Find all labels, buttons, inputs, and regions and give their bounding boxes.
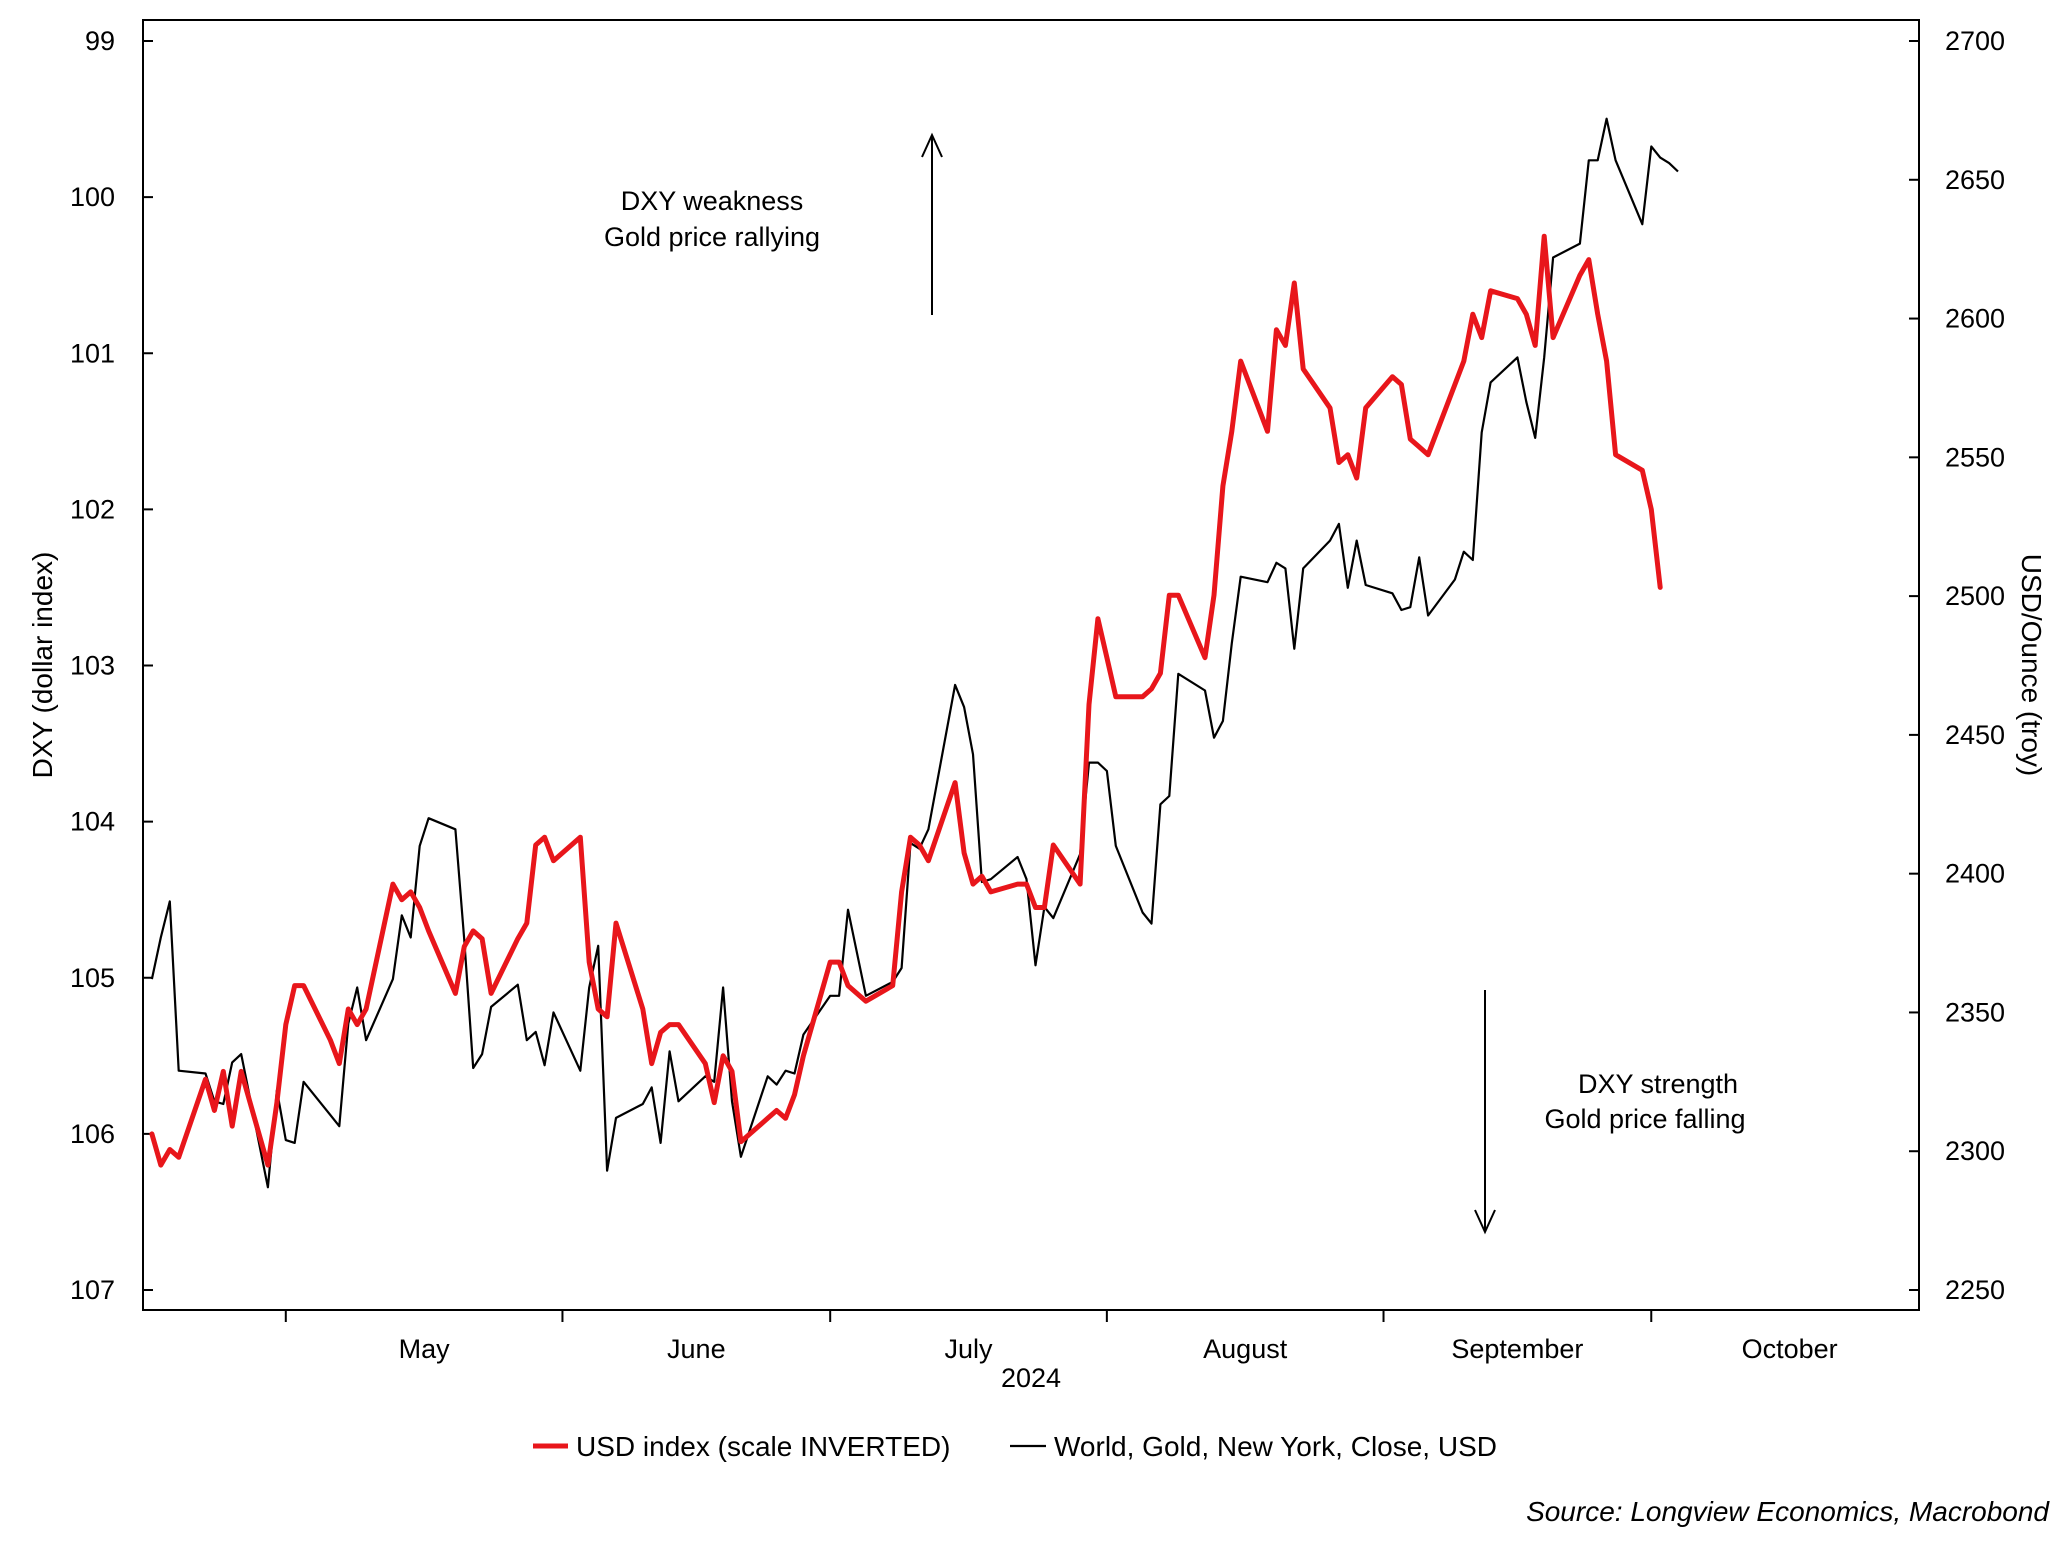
right-axis-title: USD/Ounce (troy): [2016, 554, 2047, 777]
legend-label-gold: World, Gold, New York, Close, USD: [1054, 1431, 1497, 1462]
left-tick-label: 103: [70, 651, 115, 681]
annotation-dxy-strength-line1: DXY strength: [1578, 1069, 1738, 1099]
x-month-label: September: [1451, 1334, 1583, 1364]
x-month-label: June: [667, 1334, 726, 1364]
left-tick-label: 105: [70, 963, 115, 993]
x-month-label: May: [399, 1334, 451, 1364]
x-month-label: July: [945, 1334, 994, 1364]
left-tick-label: 101: [70, 338, 115, 368]
legend-label-usd-index: USD index (scale INVERTED): [576, 1431, 950, 1462]
x-month-label: October: [1742, 1334, 1838, 1364]
left-axis-ticks: 99 100 101 102 103 104 105 106 107: [70, 26, 153, 1305]
annotation-dxy-weakness-line1: DXY weakness: [621, 186, 804, 216]
right-tick-label: 2600: [1945, 304, 2005, 334]
right-tick-label: 2500: [1945, 581, 2005, 611]
right-tick-label: 2450: [1945, 720, 2005, 750]
left-tick-label: 100: [70, 182, 115, 212]
x-axis-ticks: May June July August September October: [284, 1310, 1838, 1364]
right-tick-label: 2650: [1945, 165, 2005, 195]
right-tick-label: 2250: [1945, 1275, 2005, 1305]
x-month-label: August: [1203, 1334, 1288, 1364]
right-axis-ticks: 2250 2300 2350 2400 2450 2500 2550 2600 2650 2700: [1909, 26, 2005, 1305]
right-tick-label: 2350: [1945, 997, 2005, 1027]
arrow-down-head-icon: [1474, 1209, 1496, 1235]
annotation-dxy-strength-line2: Gold price falling: [1544, 1104, 1745, 1134]
x-axis-year-label: 2024: [1001, 1363, 1061, 1393]
right-tick-label: 2550: [1945, 442, 2005, 472]
left-tick-label: 102: [70, 494, 115, 524]
right-tick-label: 2300: [1945, 1136, 2005, 1166]
left-tick-label: 104: [70, 807, 115, 837]
annotation-dxy-strength: DXY strength Gold price falling: [1474, 990, 1746, 1235]
left-axis-title: DXY (dollar index): [27, 552, 58, 779]
left-tick-label: 107: [70, 1275, 115, 1305]
plot-area: [142, 19, 1920, 1311]
arrow-up-head-icon: [921, 132, 943, 158]
right-tick-label: 2400: [1945, 859, 2005, 889]
series-line-usd-index: [149, 233, 1663, 1168]
annotation-dxy-weakness-line2: Gold price rallying: [604, 222, 820, 252]
right-tick-label: 2700: [1945, 26, 2005, 56]
source-note: Source: Longview Economics, Macrobond: [1526, 1496, 2050, 1527]
left-tick-label: 106: [70, 1119, 115, 1149]
left-tick-label: 99: [85, 26, 115, 56]
legend: USD index (scale INVERTED) World, Gold, …: [533, 1431, 1497, 1462]
annotation-dxy-weakness: DXY weakness Gold price rallying: [604, 132, 943, 315]
